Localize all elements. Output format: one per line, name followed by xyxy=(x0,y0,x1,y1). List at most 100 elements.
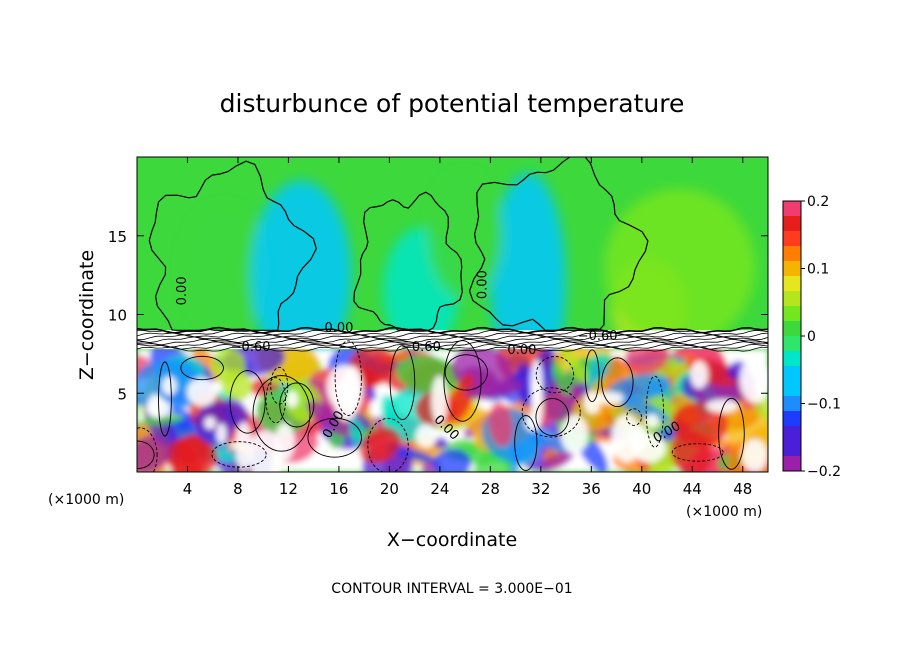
plot-area: 0.000.00−0.60 −0.600.00−0.600.000.00 0.00 0… xyxy=(108,156,769,498)
turbulence-cell xyxy=(488,402,513,447)
y-axis-label: Z−coordinate xyxy=(76,250,98,380)
chart-title: disturbunce of potential temperature xyxy=(220,89,685,118)
inversion-contour xyxy=(137,343,768,350)
lower-contour xyxy=(521,387,581,438)
colorbar-segment xyxy=(783,306,801,321)
turbulence-core xyxy=(690,360,709,389)
x-tick-label: 36 xyxy=(582,480,601,498)
turbulence-cell xyxy=(170,433,210,472)
contour-label: −0.60 xyxy=(401,340,441,355)
turbulence-core xyxy=(235,421,253,472)
lower-contour xyxy=(535,397,570,437)
lower-contour xyxy=(279,382,315,428)
lower-contour xyxy=(443,340,482,422)
colorbar-segment xyxy=(783,216,801,231)
turbulence-cell xyxy=(450,373,475,422)
x-tick-label: 48 xyxy=(733,480,752,498)
x-tick-label: 28 xyxy=(481,480,500,498)
turbulence-cell xyxy=(558,344,589,384)
inversion-contour xyxy=(137,332,768,338)
zero-contour xyxy=(353,191,463,331)
turbulence-cell xyxy=(137,435,170,472)
colorbar-tick-label: −0.1 xyxy=(807,397,841,413)
x-axis-ticks: 4 8 12 16 20 24 28 32 36 40 44 48 xyxy=(183,157,752,498)
plume xyxy=(250,180,352,370)
colorbar-segment xyxy=(783,261,801,276)
colorbar-segment xyxy=(783,231,801,246)
inversion-contour xyxy=(137,334,768,341)
x-unit-right: (×1000 m) xyxy=(686,504,762,520)
lower-contour xyxy=(252,375,311,452)
turbulence-core xyxy=(631,433,666,463)
inversion-contour xyxy=(137,346,768,352)
lower-contour xyxy=(265,377,286,424)
x-unit-left: (×1000 m) xyxy=(48,492,124,508)
lower-contour xyxy=(718,397,745,470)
x-tick-label: 24 xyxy=(430,480,449,498)
lower-contour xyxy=(211,441,267,468)
colorbar: 0.2 0.1 0 −0.1 −0.2 xyxy=(782,194,841,480)
turbulence-core xyxy=(333,378,359,422)
lower-turbulence xyxy=(137,333,768,472)
lower-contour xyxy=(645,375,664,448)
colorbar-tick-label: −0.2 xyxy=(807,464,841,480)
colorbar-segment xyxy=(783,351,801,366)
turbulence-cell xyxy=(538,450,574,472)
turbulence-core xyxy=(739,355,768,404)
contour-label: 0.00 xyxy=(324,321,353,336)
plume xyxy=(603,188,756,346)
colorbar-segment xyxy=(783,441,801,456)
inversion-contour xyxy=(137,329,768,336)
contour-labels: 0.000.00−0.60 −0.600.00−0.600.000.00 0.00 0… xyxy=(175,270,683,446)
contour-lines xyxy=(137,157,768,472)
turbulence-cell xyxy=(349,417,365,449)
y-axis-ticks: 5 10 15 xyxy=(108,228,768,403)
colorbar-segment xyxy=(783,291,801,306)
turbulence-cell xyxy=(139,414,185,426)
turbulence-core xyxy=(216,423,227,444)
turbulence-core xyxy=(583,391,601,414)
turbulence-core xyxy=(186,377,218,407)
x-axis-label: X−coordinate xyxy=(387,529,517,551)
lower-contour xyxy=(158,361,172,437)
contour-interval-annotation: CONTOUR INTERVAL = 3.000E−01 xyxy=(331,581,572,597)
colorbar-segment xyxy=(783,381,801,396)
plume xyxy=(181,204,270,331)
turbulence-core xyxy=(645,414,660,428)
lower-contour xyxy=(601,357,634,408)
lower-contour xyxy=(444,354,488,391)
turbulence-core xyxy=(595,391,624,405)
colorbar-segment xyxy=(783,201,801,216)
turbulence-cell xyxy=(432,448,472,472)
lower-contour xyxy=(270,366,289,405)
turbulence-core xyxy=(204,416,217,430)
x-tick-label: 4 xyxy=(183,480,193,498)
zero-contour xyxy=(468,157,649,331)
turbulence-cell xyxy=(550,358,572,397)
inversion-contour xyxy=(137,326,768,334)
colorbar-segment xyxy=(783,411,801,426)
contour-label: −0.60 xyxy=(231,340,271,355)
colorbar-segment xyxy=(783,426,801,441)
y-tick-label: 10 xyxy=(108,307,127,325)
colorbar-segment xyxy=(783,246,801,261)
plume xyxy=(427,172,503,299)
turbulence-cell xyxy=(306,400,350,436)
x-tick-label: 16 xyxy=(329,480,348,498)
turbulence-core xyxy=(431,375,448,425)
lower-contour xyxy=(229,370,266,434)
turbulence-core xyxy=(415,424,438,448)
x-tick-label: 12 xyxy=(279,480,298,498)
turbulence-core xyxy=(285,390,299,408)
lower-contour xyxy=(671,443,724,462)
lower-contour xyxy=(514,415,538,471)
inversion-contour xyxy=(137,338,768,346)
turbulence-core xyxy=(161,376,177,396)
contour-label: 0.00 xyxy=(175,276,190,305)
x-tick-label: 44 xyxy=(683,480,702,498)
turbulence-core xyxy=(274,422,295,461)
inversion-contour xyxy=(137,336,768,343)
x-tick-label: 20 xyxy=(380,480,399,498)
contour-label: −0.60 xyxy=(578,329,618,344)
lower-contour xyxy=(626,408,642,426)
